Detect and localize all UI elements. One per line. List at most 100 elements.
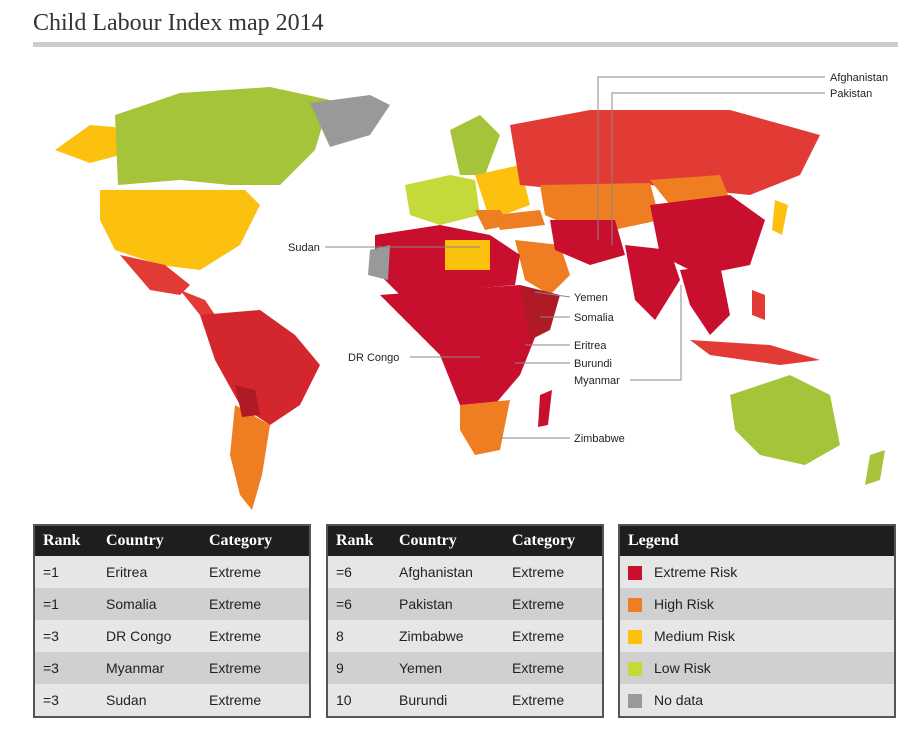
- country-cell: Zimbabwe: [391, 620, 504, 652]
- table-row: 8 Zimbabwe Extreme: [327, 620, 603, 652]
- ranking-table-left: Rank Country Category =1 Eritrea Extreme =…: [33, 524, 311, 718]
- region-new-zealand: [865, 450, 885, 485]
- legend-label: High Risk: [654, 595, 714, 612]
- region-india: [625, 245, 680, 320]
- region-australia: [730, 375, 840, 465]
- region-southern-africa: [460, 400, 510, 455]
- country-cell: Myanmar: [98, 652, 201, 684]
- swatch-medium: [628, 630, 642, 645]
- category-cell: Extreme: [504, 556, 603, 588]
- legend-item: Low Risk: [619, 652, 895, 684]
- callout-afghanistan: Afghanistan: [830, 72, 888, 84]
- country-cell: Eritrea: [98, 556, 201, 588]
- region-horn-of-africa: [520, 285, 560, 340]
- region-usa: [100, 190, 260, 270]
- col-country: Country: [391, 525, 504, 556]
- table-row: =6 Pakistan Extreme: [327, 588, 603, 620]
- region-canada: [115, 87, 330, 185]
- table-row: =6 Afghanistan Extreme: [327, 556, 603, 588]
- rank-cell: =3: [34, 652, 98, 684]
- region-europe-east: [475, 165, 530, 220]
- category-cell: Extreme: [201, 556, 310, 588]
- swatch-high: [628, 598, 642, 613]
- region-indonesia: [690, 340, 820, 365]
- category-cell: Extreme: [201, 620, 310, 652]
- swatch-extreme: [628, 566, 642, 581]
- legend-item: High Risk: [619, 588, 895, 620]
- table-row: =1 Eritrea Extreme: [34, 556, 310, 588]
- legend-label: Medium Risk: [654, 627, 735, 644]
- callout-yemen: Yemen: [574, 292, 608, 304]
- callout-eritrea: Eritrea: [574, 340, 607, 352]
- region-japan: [772, 200, 788, 235]
- category-cell: Extreme: [201, 684, 310, 717]
- country-cell: Pakistan: [391, 588, 504, 620]
- region-europe-west: [405, 175, 480, 225]
- map-title: Child Labour Index map 2014: [33, 10, 324, 36]
- country-cell: Afghanistan: [391, 556, 504, 588]
- rank-cell: 9: [327, 652, 391, 684]
- country-cell: Yemen: [391, 652, 504, 684]
- col-category: Category: [201, 525, 310, 556]
- region-greenland: [310, 95, 390, 147]
- region-south-america-south: [230, 405, 270, 510]
- table-row: 9 Yemen Extreme: [327, 652, 603, 684]
- callout-myanmar: Myanmar: [574, 375, 620, 387]
- ranking-table-right: Rank Country Category =6 Afghanistan Extre…: [326, 524, 604, 718]
- legend-table: Legend Extreme Risk High Risk Medium Ris…: [618, 524, 896, 718]
- legend-label: Low Risk: [654, 659, 711, 676]
- region-russia: [510, 110, 820, 195]
- rank-cell: 8: [327, 620, 391, 652]
- category-cell: Extreme: [504, 652, 603, 684]
- swatch-low: [628, 662, 642, 677]
- table-row: =1 Somalia Extreme: [34, 588, 310, 620]
- region-central-america: [180, 290, 215, 315]
- country-cell: Somalia: [98, 588, 201, 620]
- callout-line-myanmar: [630, 285, 682, 381]
- region-turkey: [495, 210, 545, 230]
- country-cell: Sudan: [98, 684, 201, 717]
- legend-item: No data: [619, 684, 895, 717]
- rank-cell: =6: [327, 588, 391, 620]
- region-china: [650, 195, 765, 275]
- table-row: 10 Burundi Extreme: [327, 684, 603, 717]
- category-cell: Extreme: [504, 620, 603, 652]
- region-philippines: [752, 290, 765, 320]
- callout-line-pakistan: [611, 92, 825, 245]
- region-scandinavia: [450, 115, 500, 175]
- table-row: =3 Myanmar Extreme: [34, 652, 310, 684]
- region-alaska: [55, 125, 120, 163]
- legend-item: Extreme Risk: [619, 556, 895, 588]
- region-mexico: [120, 255, 190, 295]
- callout-line-yemen: [534, 291, 571, 298]
- region-southeast-asia: [680, 265, 730, 335]
- callout-somalia: Somalia: [574, 312, 615, 324]
- rank-cell: =1: [34, 556, 98, 588]
- region-arabia: [515, 240, 570, 295]
- country-cell: Burundi: [391, 684, 504, 717]
- table-header-row: Rank Country Category: [34, 525, 310, 556]
- region-west-sahara: [368, 245, 390, 280]
- col-country: Country: [98, 525, 201, 556]
- col-category: Category: [504, 525, 603, 556]
- country-cell: DR Congo: [98, 620, 201, 652]
- rank-cell: 10: [327, 684, 391, 717]
- world-map: Afghanistan Pakistan Sudan Yemen Somalia…: [55, 72, 888, 510]
- legend-label: Extreme Risk: [654, 563, 738, 580]
- swatch-nodata: [628, 694, 642, 709]
- legend-item: Medium Risk: [619, 620, 895, 652]
- region-iran-afghan-pak: [550, 220, 625, 265]
- callout-zimbabwe: Zimbabwe: [574, 433, 625, 445]
- callout-dr-congo: DR Congo: [348, 352, 399, 364]
- table-row: =3 Sudan Extreme: [34, 684, 310, 717]
- table-row: =3 DR Congo Extreme: [34, 620, 310, 652]
- region-central-africa: [380, 285, 540, 410]
- callout-pakistan: Pakistan: [830, 88, 872, 100]
- legend-header-row: Legend: [619, 525, 895, 556]
- category-cell: Extreme: [201, 652, 310, 684]
- col-rank: Rank: [34, 525, 98, 556]
- region-south-america-north: [200, 310, 320, 425]
- rank-cell: =3: [34, 684, 98, 717]
- legend-label: No data: [654, 691, 704, 708]
- rank-cell: =3: [34, 620, 98, 652]
